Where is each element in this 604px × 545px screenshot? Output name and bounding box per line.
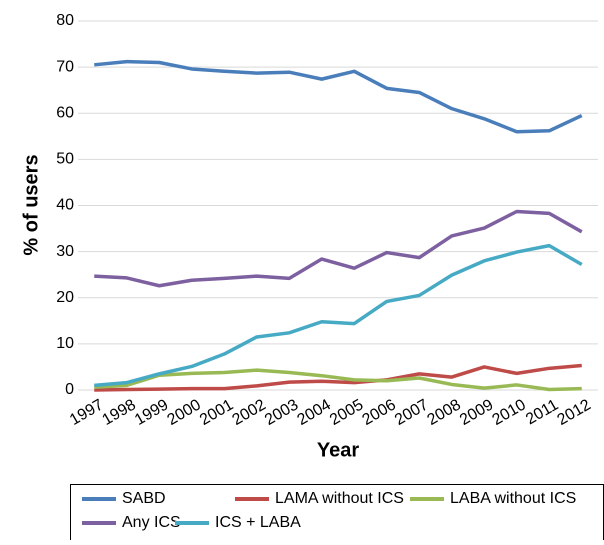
legend-label: LAMA without ICS [275,490,404,507]
legend-label: Any ICS [122,514,181,531]
y-tick-label: 20 [56,289,74,306]
y-tick-label: 30 [56,243,74,260]
y-tick-label: 50 [56,151,74,168]
x-tick-label: 2011 [523,396,561,428]
y-tick-label: 60 [56,104,74,121]
x-tick-label: 2012 [555,396,594,429]
y-tick-label: 10 [56,335,74,352]
legend-label: LABA without ICS [450,490,576,507]
y-axis-title: % of users [20,154,42,255]
series-line [94,368,582,392]
series-line [94,243,583,388]
series-line [94,59,583,134]
legend-label: ICS + LABA [215,514,301,531]
y-tick-label: 70 [56,58,74,75]
series-line [94,363,582,392]
y-tick-label: 0 [65,381,74,398]
y-tick-label: 80 [56,12,74,29]
y-tick-label: 40 [56,197,74,214]
legend-label: SABD [122,490,166,507]
series-line [94,209,583,288]
x-axis-title: Year [317,439,359,461]
